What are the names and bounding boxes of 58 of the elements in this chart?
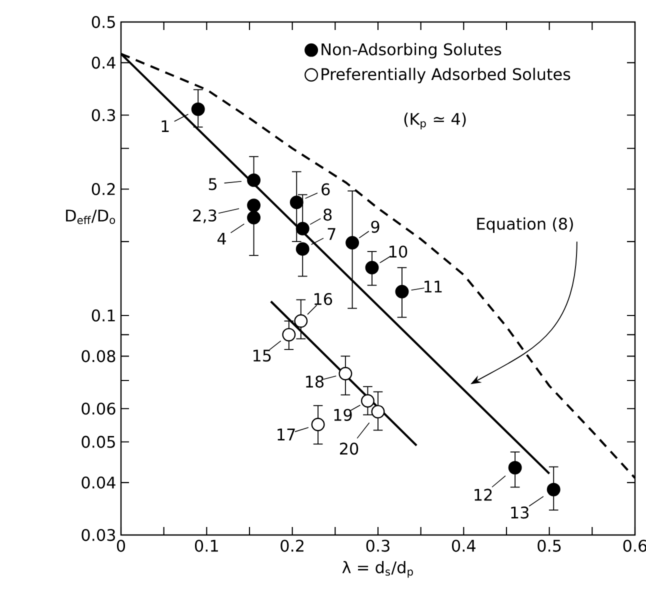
- annotation: 9: [371, 220, 380, 233]
- annotation: 18: [306, 376, 324, 388]
- annotation: 12: [474, 488, 492, 501]
- point: [508, 460, 522, 474]
- annotation: 11: [424, 280, 442, 292]
- annotation: 5: [208, 178, 216, 190]
- point: [247, 198, 261, 212]
- point: [247, 210, 261, 224]
- x-tick-label: 0.5: [538, 540, 561, 552]
- y-tick-label: 0.05: [82, 436, 115, 448]
- y-tick-label: 0.06: [82, 402, 116, 415]
- y-tick-label: 0.08: [82, 350, 116, 362]
- point: [371, 404, 385, 418]
- annotation: Equation (8): [477, 217, 573, 233]
- point: [282, 328, 296, 342]
- point: [247, 173, 261, 187]
- x-tick-label: 0.2: [280, 540, 304, 552]
- point: [290, 196, 304, 210]
- y-tick-label: 0.2: [92, 183, 115, 196]
- y-axis-title: D$_{eff}$/D$_{o}$: [66, 210, 116, 224]
- x-tick-label: 0.4: [452, 540, 476, 552]
- x-tick-label: 0.1: [194, 540, 218, 552]
- y-tick-label: 0.5: [92, 16, 115, 28]
- annotation: 4: [217, 232, 226, 244]
- annotation: (K$_{p}$ ≃ 4): [404, 112, 466, 130]
- annotation: 6: [322, 183, 330, 196]
- y-tick-label: 0.03: [82, 528, 115, 542]
- annotation: 15: [253, 350, 271, 362]
- point: [296, 242, 310, 256]
- x-tick-label: 0: [116, 540, 126, 552]
- point: [360, 394, 374, 408]
- point: [294, 314, 308, 328]
- legend-label: Non-Adsorbing Solutes: [322, 43, 502, 58]
- point: [365, 260, 379, 274]
- annotation: 20: [340, 442, 358, 455]
- annotation: 2,3: [193, 209, 216, 224]
- point: [338, 366, 352, 380]
- y-tick-label: 0.04: [82, 476, 116, 489]
- point: [296, 222, 310, 236]
- x-tick-label: 0.3: [366, 540, 390, 552]
- x-axis-title: λ = d$_{s}$/d$_{p}$: [342, 560, 413, 578]
- y-tick-label: 0.4: [92, 56, 116, 69]
- annotation: 1: [162, 120, 169, 132]
- point: [546, 482, 560, 496]
- annotation: 10: [390, 246, 408, 258]
- point: [395, 284, 409, 298]
- point: [311, 418, 325, 432]
- annotation: 8: [324, 208, 332, 221]
- legend-label: Preferentially Adsorbed Solutes: [322, 68, 570, 84]
- annotation: 16: [314, 292, 332, 306]
- y-tick-label: 0.3: [92, 109, 115, 122]
- annotation: 7: [328, 228, 336, 240]
- point: [346, 236, 360, 250]
- annotation: 13: [511, 506, 528, 519]
- y-tick-label: 0.1: [92, 309, 115, 322]
- annotation: 17: [278, 428, 295, 440]
- annotation: 19: [334, 408, 352, 421]
- point: [191, 102, 205, 116]
